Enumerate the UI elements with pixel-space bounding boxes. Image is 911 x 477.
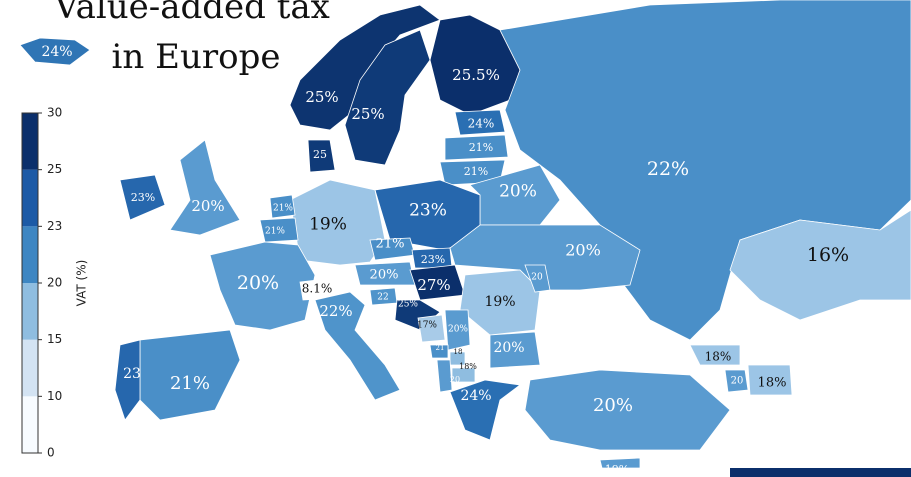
vat-label: 25% (305, 88, 338, 106)
vat-label: 18% (459, 362, 477, 371)
vat-label: 21% (469, 141, 493, 154)
regions (19, 0, 911, 469)
vat-label: 23 (123, 366, 141, 382)
vat-label: 22% (319, 302, 352, 320)
country (689, 344, 741, 366)
vat-label: 20% (565, 241, 601, 260)
vat-label: 18 (454, 348, 463, 356)
vat-label: 24% (41, 44, 72, 60)
country (289, 4, 441, 131)
vat-label: 21% (376, 237, 405, 252)
vat-label: 24% (460, 388, 491, 404)
vat-label: 20 (531, 273, 543, 283)
title-line: in Europe (112, 37, 281, 77)
vat-label: 18% (705, 350, 732, 364)
colorbar-bin (22, 226, 38, 283)
country (269, 194, 296, 219)
vat-label: 8.1% (302, 282, 333, 296)
country (19, 37, 91, 66)
country (209, 241, 316, 331)
country (747, 364, 793, 396)
colorbar: 0 10 15 20 23 25 30 VAT (%) (21, 106, 89, 460)
vat-label: 20% (499, 182, 537, 202)
colorbar-tick-label: 15 (47, 332, 62, 346)
vat-label: 20% (191, 197, 224, 215)
country (524, 369, 731, 451)
colorbar-bin (22, 283, 38, 340)
colorbar-tick-label: 30 (47, 106, 62, 120)
vat-label: 20 (450, 375, 460, 384)
vat-label: 20% (593, 395, 633, 416)
country (454, 109, 506, 136)
vat-label: 20% (448, 325, 468, 335)
country (429, 344, 449, 359)
region-labels: 24% 25% 25% 25.5% 22% 16% 24% 21% 21% 20% 23% 19% 25… (41, 44, 849, 476)
vat-label: 23% (131, 191, 155, 204)
vat-label: 21% (464, 165, 488, 178)
vat-label: 19% (605, 463, 629, 476)
vat-label: 16% (807, 244, 849, 266)
country (436, 359, 453, 393)
vat-label: 25.5% (452, 66, 500, 84)
country (114, 339, 141, 421)
vat-label: 27% (417, 276, 450, 294)
vat-label: 22 (377, 293, 388, 303)
colorbar-bin (22, 396, 38, 453)
vat-label: 23% (409, 201, 447, 221)
colorbar-tick-label: 20 (47, 276, 62, 290)
country (489, 331, 541, 369)
country (499, 0, 911, 341)
colorbar-tick-label: 23 (47, 219, 62, 233)
country (724, 369, 749, 393)
vat-label: 21% (265, 227, 285, 237)
vat-label: 25% (398, 300, 418, 310)
vat-label: 18% (758, 376, 787, 391)
vat-label: 20 (731, 376, 744, 387)
country (314, 291, 401, 401)
country (449, 379, 522, 441)
vat-label: 19% (484, 294, 515, 310)
vat-label: 25% (351, 105, 384, 123)
vat-label: 20% (237, 272, 279, 294)
country (524, 264, 551, 293)
country (729, 209, 911, 321)
country (307, 139, 336, 173)
vat-label: 25 (313, 148, 327, 161)
vat-label: 17% (417, 321, 437, 331)
vat-label: 20% (370, 268, 399, 283)
colorbar-label: VAT (%) (75, 260, 89, 307)
vat-label: 22% (647, 158, 689, 180)
vat-label: 19% (309, 215, 347, 235)
country (444, 309, 471, 351)
vat-label: 20% (493, 340, 524, 356)
country (259, 217, 299, 243)
vat-label: 21% (273, 204, 293, 214)
colorbar-bin (22, 113, 38, 170)
country (444, 134, 509, 161)
title-line: Value-added tax (53, 0, 330, 27)
colorbar-tick-label: 10 (47, 389, 62, 403)
country (119, 174, 166, 221)
country (417, 314, 446, 343)
country (169, 139, 241, 236)
country (599, 457, 641, 469)
country (451, 367, 476, 383)
country (449, 224, 641, 291)
colorbar-bin (22, 339, 38, 397)
vat-label: 21 (436, 344, 445, 352)
colorbar-tick-label: 25 (47, 162, 62, 176)
decor-bar (730, 468, 911, 477)
vat-label: 24% (468, 117, 495, 131)
country (344, 29, 431, 166)
colorbar-tick-label: 0 (47, 446, 55, 460)
vat-label: 23% (421, 253, 445, 266)
vat-label: 21% (170, 373, 210, 394)
colorbar-bin (22, 169, 38, 227)
